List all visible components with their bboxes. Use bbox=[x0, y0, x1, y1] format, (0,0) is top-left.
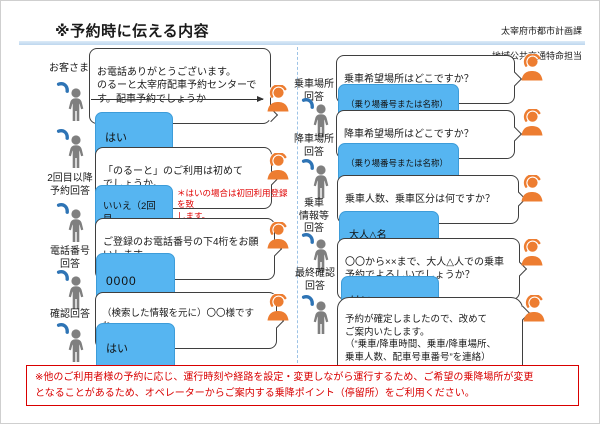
customer-icon bbox=[301, 97, 331, 137]
operator-icon bbox=[520, 109, 544, 141]
bubble-text: 予約が確定しましたので、改めて ご案内いたします。 （“乗車/降車時間、乗車/降… bbox=[345, 313, 496, 364]
label-pickup-answer: 乗車場所 回答 bbox=[294, 79, 334, 103]
header-underline bbox=[19, 41, 585, 45]
customer-icon bbox=[56, 322, 86, 362]
person-icon bbox=[313, 165, 329, 198]
customer-icon bbox=[56, 269, 86, 309]
label-customer: お客さま bbox=[49, 63, 89, 74]
label-dropoff-answer: 降車場所 回答 bbox=[294, 134, 334, 158]
bubble-text: はい bbox=[105, 132, 127, 145]
person-icon bbox=[68, 88, 84, 121]
operator-icon bbox=[266, 85, 290, 117]
operator-icon bbox=[266, 153, 290, 185]
bubble-text: 大人△名 bbox=[349, 230, 387, 241]
label-final-confirm-answer: 最終確認 回答 bbox=[295, 268, 335, 292]
bubble-text: 乗車人数、乗車区分は何ですか？ bbox=[345, 193, 495, 205]
person-icon bbox=[68, 135, 84, 168]
bubble-text: 0000 bbox=[106, 273, 137, 288]
operator-icon bbox=[266, 222, 290, 254]
person-icon bbox=[68, 329, 84, 362]
person-icon bbox=[313, 301, 329, 334]
bubble-text: 〇〇から××まで、大人△人での乗車 予約でよろしいでしょうか？ bbox=[345, 256, 504, 282]
label-confirm-answer: 確認回答 bbox=[50, 309, 90, 320]
operator-icon bbox=[520, 239, 544, 271]
customer-icon bbox=[56, 202, 86, 242]
flow-arrow bbox=[91, 95, 264, 102]
label-repeat-answer: 2回目以降 予約回答 bbox=[47, 173, 93, 197]
page-title: ※予約時に伝える内容 bbox=[55, 23, 210, 40]
footer-caution-note: ※他のご利用者様の予約に応じ、運行時刻や経路を設定・変更しながら運行するため、ご… bbox=[26, 365, 579, 406]
arrow-head-icon bbox=[257, 95, 264, 102]
operator-icon bbox=[522, 295, 546, 327]
bubble-text: はい bbox=[106, 343, 128, 356]
customer-icon bbox=[56, 81, 86, 121]
operator-icon bbox=[266, 294, 290, 326]
customer-icon bbox=[56, 128, 86, 168]
customer-icon bbox=[301, 294, 331, 334]
customer-icon bbox=[301, 158, 331, 198]
operator-icon bbox=[520, 54, 544, 86]
bubble-text: 「のるーと」のご利用は初めて でしょうか。 bbox=[103, 165, 243, 191]
column-divider bbox=[297, 47, 298, 363]
operator-icon bbox=[520, 175, 544, 207]
bubble-text: 乗車希望場所はどこですか？ bbox=[344, 73, 474, 85]
label-phone-answer: 電話番号 回答 bbox=[50, 246, 90, 270]
person-icon bbox=[68, 276, 84, 309]
person-icon bbox=[68, 209, 84, 242]
customer-icon bbox=[301, 232, 331, 272]
bubble-text: （乗り場番号または名称） bbox=[346, 158, 449, 169]
department-line1: 太宰府市都市計画課 bbox=[500, 25, 582, 36]
bubble-text: （乗り場番号または名称） bbox=[346, 99, 449, 110]
bubble-text: 降車希望場所はどこですか？ bbox=[344, 128, 474, 140]
person-icon bbox=[313, 104, 329, 137]
note-first-use: ＊はいの場合は初回利用登録を致 します。 bbox=[177, 188, 288, 221]
label-ride-info-answer: 乗車 情報等 回答 bbox=[299, 198, 329, 234]
